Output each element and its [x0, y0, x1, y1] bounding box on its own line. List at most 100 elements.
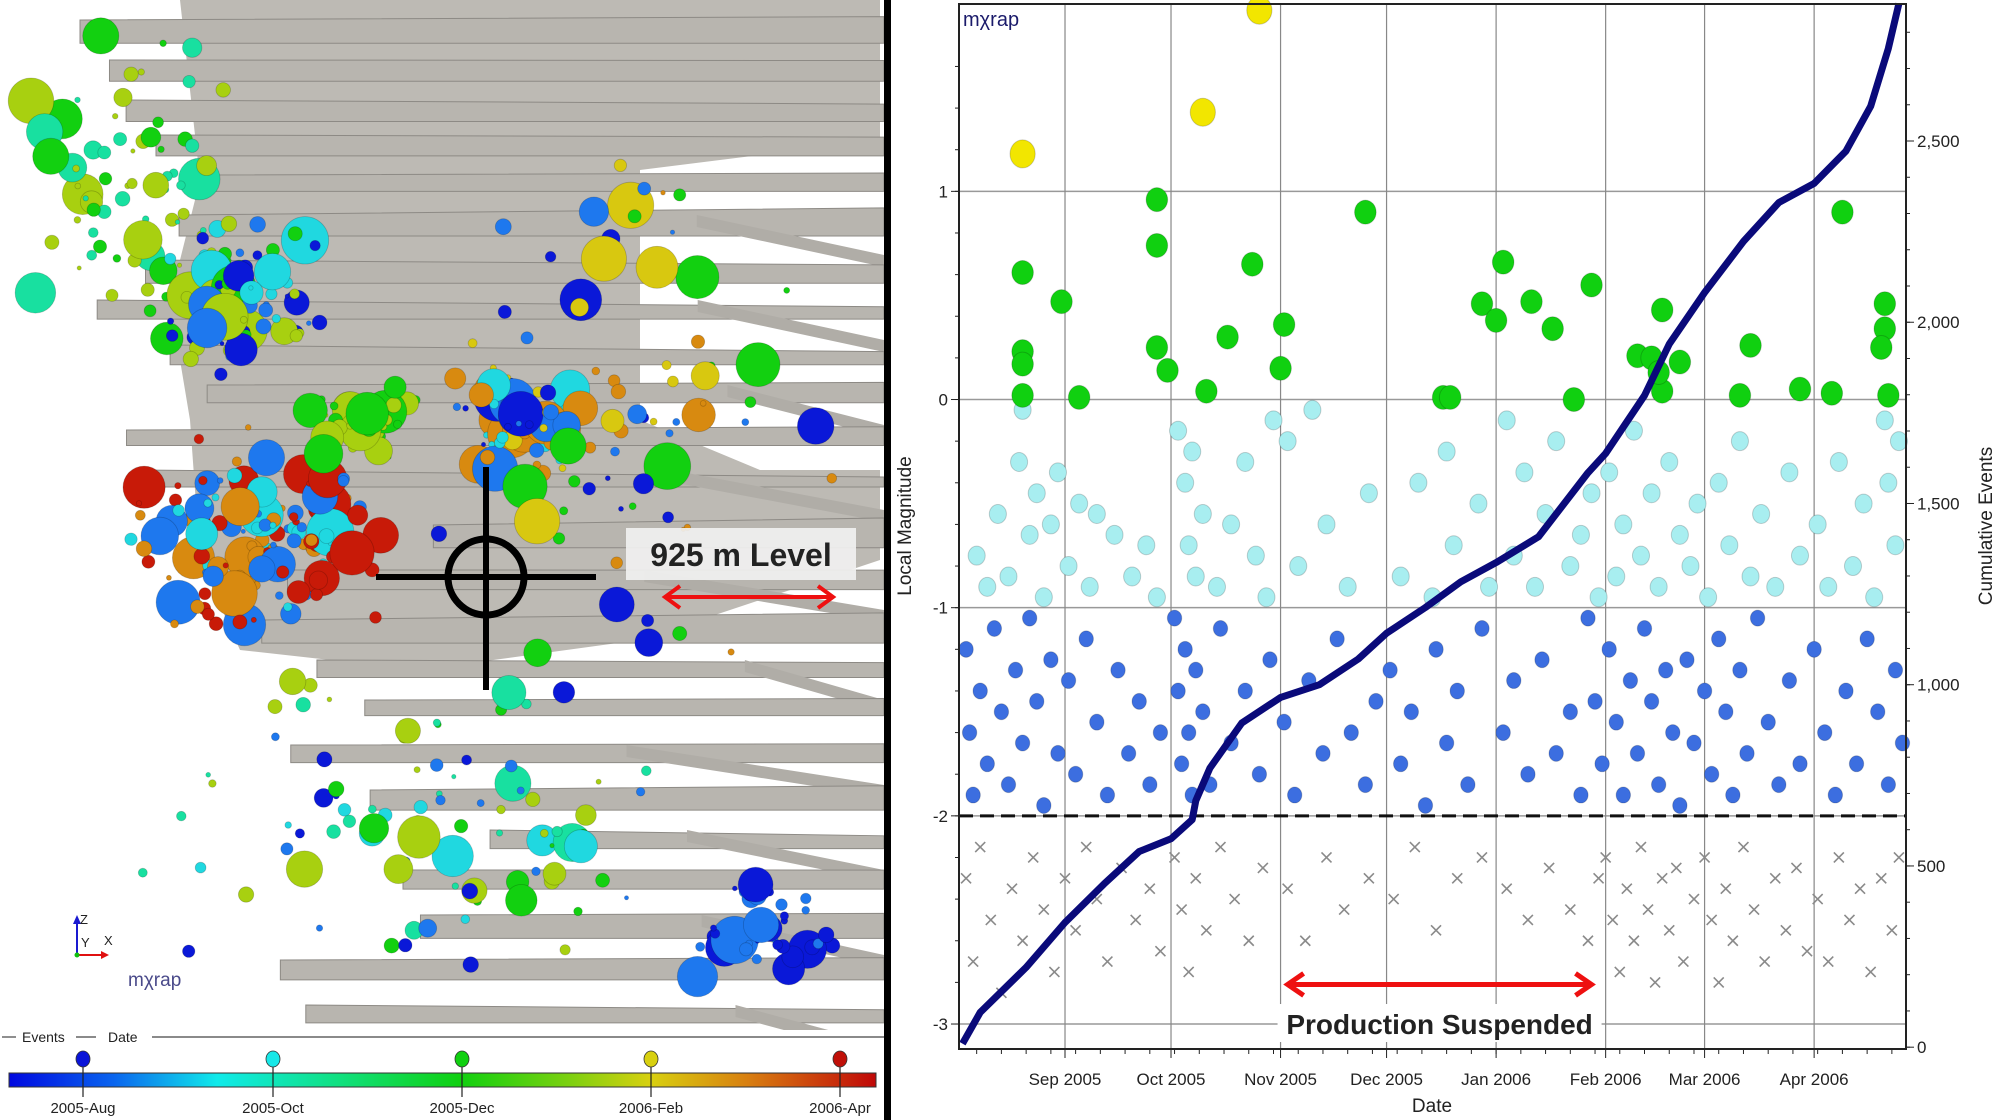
event-sphere [309, 588, 323, 602]
panel-divider [884, 0, 891, 1120]
event-sphere [219, 340, 225, 346]
event-point-blue [1060, 672, 1077, 690]
event-point-cyan [1730, 431, 1749, 452]
event-sphere [800, 892, 812, 905]
event-sphere [635, 245, 679, 289]
event-sphere [727, 648, 735, 656]
event-sphere [308, 570, 328, 590]
x-tick-label: Sep 2005 [1029, 1070, 1102, 1089]
production-suspended-label: Production Suspended [1286, 1009, 1592, 1040]
event-point-green [1873, 291, 1897, 317]
event-point-x [1635, 841, 1647, 853]
event-sphere [669, 229, 676, 235]
axis-y-label: Y [81, 935, 90, 950]
event-point-blue [1580, 609, 1596, 627]
event-point-x [1706, 914, 1718, 926]
colorbar-marker[interactable] [265, 1050, 281, 1068]
tunnel-ramp [697, 300, 884, 352]
event-sphere [667, 375, 679, 388]
event-sphere [72, 164, 80, 173]
axis-z-label: Z [80, 912, 88, 927]
event-point-x [1183, 966, 1195, 978]
event-sphere [193, 433, 205, 445]
x-tick-label: Feb 2006 [1570, 1070, 1642, 1089]
y-axis-title: Local Magnitude [895, 456, 916, 595]
event-sphere [676, 955, 719, 998]
event-point-cyan [1048, 462, 1067, 483]
event-point-x [1621, 883, 1633, 895]
event-point-blue [1749, 609, 1766, 627]
event-point-x [1154, 945, 1166, 957]
event-point-cyan [1391, 566, 1410, 587]
event-point-cyan [1547, 431, 1566, 452]
colorbar-marker[interactable] [832, 1050, 848, 1068]
colorbar-label: 2006-Feb [619, 1100, 683, 1117]
event-point-cyan [1479, 576, 1499, 597]
event-point-blue [1506, 672, 1522, 690]
event-point-blue [1838, 682, 1854, 700]
event-point-cyan [1582, 483, 1601, 504]
colorbar-marker[interactable] [454, 1050, 470, 1068]
event-point-x [1409, 841, 1421, 853]
event-sphere [610, 556, 623, 570]
event-sphere [198, 587, 212, 601]
event-point-green [1562, 387, 1586, 413]
event-point-x [1080, 841, 1092, 853]
event-point-blue [1601, 640, 1617, 658]
event-point-blue [1587, 692, 1603, 710]
x-tick-label: Nov 2005 [1244, 1070, 1317, 1089]
colorbar-marker[interactable] [643, 1050, 659, 1068]
event-point-blue [986, 620, 1003, 638]
event-sphere [280, 216, 330, 265]
event-sphere [267, 699, 283, 715]
event-sphere [214, 367, 228, 382]
event-point-cyan [1631, 545, 1651, 566]
event-sphere [467, 338, 478, 349]
event-point-cyan [1790, 545, 1810, 566]
event-point-x [1780, 924, 1792, 936]
axis-triad: Z Y X [73, 912, 113, 959]
colorbar-marker[interactable] [75, 1050, 91, 1068]
event-point-blue [993, 703, 1010, 721]
tunnel-drive [108, 59, 885, 82]
event-point-x [1388, 893, 1400, 905]
event-point-green [1067, 384, 1091, 410]
event-sphere [462, 956, 479, 973]
event-sphere [744, 396, 757, 409]
event-point-blue [1449, 682, 1465, 700]
legend-tab-events[interactable]: Events [22, 1029, 65, 1045]
event-sphere [503, 422, 512, 431]
event-point-cyan [1624, 420, 1643, 441]
legend-tab-date[interactable]: Date [108, 1029, 138, 1045]
event-sphere [516, 786, 525, 795]
event-point-cyan [1819, 576, 1838, 597]
plot-area [959, 4, 1906, 1049]
event-point-x [1564, 903, 1576, 916]
event-sphere [613, 158, 628, 172]
event-sphere [141, 554, 156, 569]
event-point-blue [1703, 765, 1720, 783]
y2-axis-title: Cumulative Events [1976, 447, 1997, 605]
event-point-x [1607, 914, 1619, 926]
event-point-green [1240, 251, 1264, 277]
magnitude-time-chart: Production Suspended 1 0 -1 -2 -3 0 500 1,000 1,… [895, 0, 1997, 1117]
event-point-blue [1428, 640, 1444, 658]
event-point-blue [1827, 786, 1844, 804]
event-point-blue [1152, 724, 1169, 742]
event-point-blue [1417, 796, 1434, 814]
event-sphere [93, 239, 108, 254]
event-point-blue [1520, 765, 1536, 783]
event-point-x [1282, 883, 1294, 895]
tunnel-drive [155, 134, 885, 157]
event-sphere [397, 815, 441, 859]
tunnel-drive [364, 697, 885, 717]
event-sphere [211, 570, 258, 617]
event-point-green [1145, 187, 1169, 213]
event-sphere [812, 938, 824, 950]
event-sphere [32, 137, 70, 175]
event-point-x [1257, 862, 1269, 874]
event-point-x [1451, 872, 1463, 884]
event-point-cyan [1469, 493, 1488, 514]
3d-view-panel[interactable]: 925 m Level Z Y X mχrap [0, 0, 885, 1057]
event-point-x [1865, 966, 1877, 978]
